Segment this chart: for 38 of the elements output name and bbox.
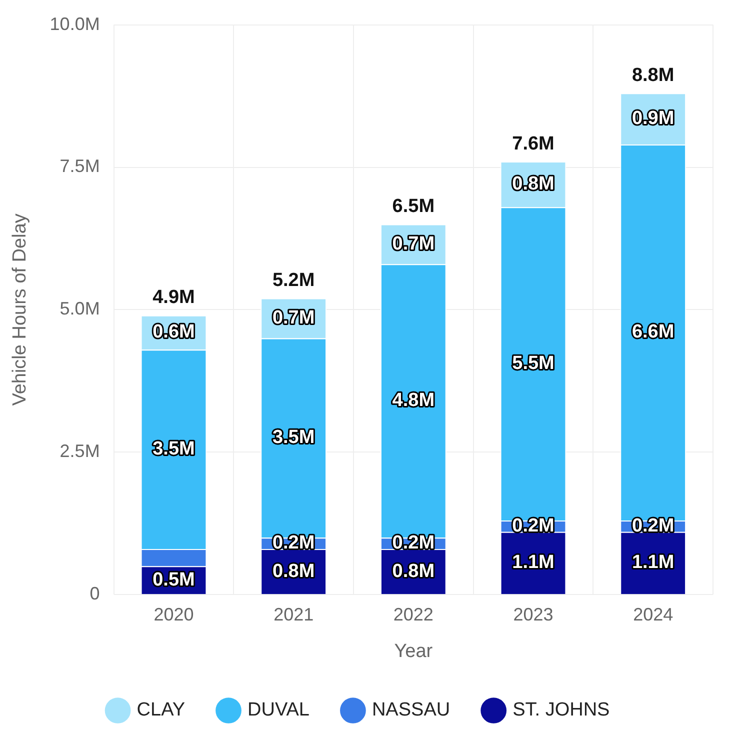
data-label: 0.2M: [392, 532, 435, 554]
data-label: 0.9M: [632, 108, 674, 130]
x-tick-label: 2024: [633, 604, 674, 624]
data-label: 0.8M: [272, 560, 315, 582]
legend-label: CLAY: [136, 700, 186, 721]
data-label: 3.5M: [272, 427, 315, 448]
x-tick-label: 2023: [513, 604, 554, 624]
data-label: 6.6M: [632, 322, 674, 343]
y-axis-title: Vehicle Hours of Delay: [10, 213, 31, 406]
legend-label: NASSAU: [372, 700, 450, 721]
data-label: 0.8M: [512, 174, 554, 195]
x-axis-title: Year: [394, 640, 434, 662]
data-label: 0.6M: [152, 322, 195, 343]
data-label: 1.1M: [512, 552, 554, 574]
total-label: 7.6M: [512, 133, 554, 154]
total-label: 5.2M: [272, 270, 315, 292]
data-label: 1.1M: [632, 552, 674, 574]
y-tick-label: 7.5M: [60, 156, 100, 176]
data-label: 0.5M: [152, 569, 195, 590]
y-tick-label: 2.5M: [60, 441, 100, 462]
y-tick-label: 10.0M: [50, 14, 100, 34]
x-tick-label: 2022: [393, 604, 434, 624]
data-label: 0.7M: [392, 233, 435, 254]
data-label: 5.5M: [512, 353, 554, 374]
data-label: 3.5M: [152, 438, 195, 460]
data-label: 4.8M: [392, 390, 435, 412]
legend-label: ST. JOHNS: [512, 700, 610, 721]
data-label: 0.8M: [392, 560, 435, 582]
y-tick-label: 5.0M: [60, 298, 100, 319]
data-label: 0.7M: [272, 307, 315, 328]
data-label: 0.2M: [272, 532, 315, 554]
total-label: 6.5M: [392, 196, 435, 217]
total-label: 8.8M: [632, 64, 674, 86]
total-label: 4.9M: [152, 287, 195, 308]
x-tick-label: 2020: [154, 604, 194, 624]
y-tick-label: 0: [90, 584, 100, 604]
x-tick-label: 2021: [274, 604, 314, 624]
legend-label: DUVAL: [248, 700, 310, 721]
